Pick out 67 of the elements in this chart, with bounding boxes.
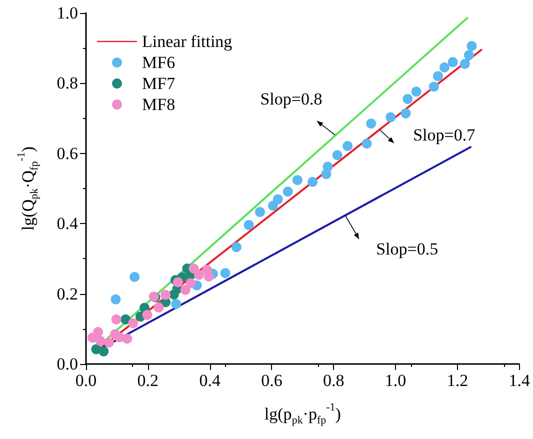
legend-label: MF8 bbox=[142, 95, 176, 114]
point bbox=[142, 310, 152, 320]
x-tick-label: 0.2 bbox=[137, 371, 159, 390]
y-tick-label: 0.4 bbox=[56, 214, 78, 234]
point bbox=[110, 294, 121, 304]
point bbox=[194, 270, 204, 280]
point bbox=[428, 82, 439, 92]
point bbox=[172, 277, 183, 288]
point bbox=[160, 290, 171, 300]
point bbox=[204, 272, 214, 282]
y-tick-label: 1.0 bbox=[56, 4, 78, 22]
legend-label: Linear fitting bbox=[142, 32, 233, 51]
point bbox=[171, 298, 182, 309]
point bbox=[272, 194, 283, 204]
x-tick-label: 0.4 bbox=[199, 371, 221, 390]
point bbox=[432, 71, 443, 82]
point bbox=[386, 112, 396, 122]
legend-label: MF6 bbox=[142, 53, 176, 72]
point bbox=[220, 268, 230, 278]
point bbox=[186, 278, 196, 288]
point bbox=[400, 108, 411, 118]
point bbox=[402, 94, 413, 104]
point bbox=[362, 138, 372, 149]
point bbox=[292, 175, 302, 186]
x-tick-label: 1.0 bbox=[384, 371, 406, 390]
y-tick-label: 0.6 bbox=[56, 144, 78, 163]
point bbox=[439, 62, 450, 72]
point bbox=[128, 318, 138, 328]
point bbox=[120, 314, 131, 324]
y-axis-title: lg(Qpk·Qfp-1) bbox=[16, 146, 40, 231]
point bbox=[448, 57, 458, 68]
point bbox=[332, 150, 342, 160]
x-tick-label: 0.6 bbox=[261, 371, 282, 390]
point bbox=[231, 242, 242, 252]
point bbox=[282, 186, 293, 197]
point bbox=[321, 169, 332, 180]
point bbox=[154, 302, 164, 312]
point bbox=[244, 220, 254, 230]
point bbox=[308, 176, 318, 187]
point bbox=[180, 284, 190, 295]
y-tick-label: 0.8 bbox=[56, 74, 78, 93]
y-tick-label: 0.0 bbox=[56, 354, 78, 374]
x-tick-label: 0.0 bbox=[75, 371, 97, 390]
point bbox=[188, 264, 199, 274]
x-tick-label: 1.4 bbox=[508, 371, 530, 390]
point bbox=[111, 314, 122, 324]
point bbox=[466, 40, 477, 51]
point bbox=[93, 327, 104, 338]
point bbox=[464, 50, 474, 60]
point bbox=[342, 141, 353, 152]
point bbox=[130, 272, 140, 282]
annotation: Slop=0.7 bbox=[413, 125, 476, 144]
y-tick-label: 0.2 bbox=[56, 284, 78, 304]
x-tick-label: 0.8 bbox=[323, 371, 344, 390]
point bbox=[460, 58, 470, 69]
point bbox=[366, 118, 376, 129]
annotation: Slop=0.8 bbox=[260, 90, 322, 109]
point bbox=[98, 346, 109, 356]
point bbox=[411, 86, 422, 97]
annotation: Slop=0.5 bbox=[376, 240, 438, 259]
legend-label: MF7 bbox=[142, 74, 176, 93]
point bbox=[268, 200, 278, 211]
point bbox=[95, 336, 106, 346]
point bbox=[104, 338, 114, 348]
point bbox=[254, 207, 265, 218]
x-tick-label: 1.2 bbox=[446, 371, 468, 390]
point bbox=[122, 334, 132, 344]
